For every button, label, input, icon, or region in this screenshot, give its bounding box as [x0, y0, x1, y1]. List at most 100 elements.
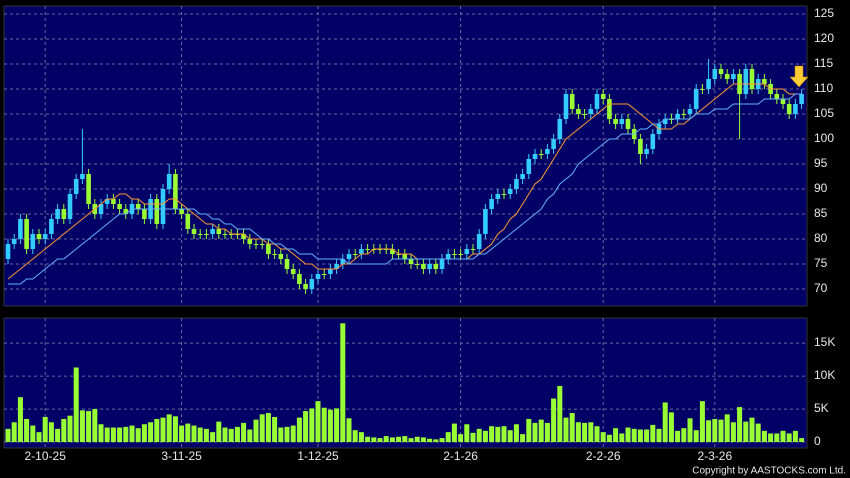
y-tick-label: 95	[814, 156, 828, 170]
moving-average-line	[8, 93, 802, 285]
volume-bar	[799, 438, 805, 443]
candle-body	[470, 249, 476, 250]
volume-bar	[5, 428, 11, 443]
volume-bar	[588, 422, 594, 443]
candle-body	[80, 174, 85, 179]
candle-body	[154, 199, 160, 224]
volume-bar	[185, 423, 191, 443]
volume-bar	[179, 425, 185, 443]
candle-body	[204, 234, 209, 235]
volume-bar	[451, 423, 457, 443]
copyright: Copyright by AASTOCKS.com Ltd.	[692, 466, 846, 477]
candle-body	[179, 209, 184, 214]
candle-body	[582, 114, 587, 115]
volume-bar	[104, 427, 110, 443]
candle-body	[222, 234, 228, 235]
volume-bar	[520, 434, 526, 443]
candle-body	[458, 254, 463, 255]
candle-body	[24, 219, 29, 249]
y-tick-label: 0	[814, 434, 821, 448]
candle-body	[731, 74, 736, 79]
volume-bar	[135, 428, 141, 443]
volume-bar	[445, 432, 451, 443]
candle-body	[700, 89, 705, 90]
candle-body	[210, 229, 215, 234]
volume-bar	[234, 426, 240, 443]
volume-bar	[396, 436, 402, 443]
candle-body	[520, 174, 525, 179]
volume-bar	[693, 430, 699, 443]
candle-body	[67, 194, 73, 219]
y-tick-label: 105	[814, 106, 834, 120]
candle-body	[111, 199, 116, 204]
volume-bar	[482, 430, 488, 443]
y-tick-label: 80	[814, 231, 828, 245]
candle-body	[594, 94, 600, 109]
candle-body	[439, 259, 445, 269]
y-tick-label: 110	[814, 81, 833, 95]
x-tick-label: 2-1-26	[443, 449, 478, 463]
volume-bar	[383, 436, 389, 443]
y-tick-label: 75	[814, 256, 828, 270]
volume-bar	[210, 432, 216, 443]
volume-bar	[296, 417, 302, 443]
volume-bar	[203, 428, 209, 443]
volume-bar	[706, 420, 712, 443]
volume-bar	[427, 438, 433, 443]
volume-bar	[123, 426, 129, 443]
volume-bar	[699, 401, 705, 443]
candle-body	[86, 174, 91, 204]
volume-bar	[340, 323, 346, 443]
candle-body	[340, 259, 346, 264]
candle-body	[551, 139, 556, 149]
volume-bar	[718, 419, 724, 443]
candle-body	[638, 139, 643, 154]
volume-bar	[228, 428, 234, 443]
volume-bar	[569, 413, 575, 443]
candle-body	[774, 94, 780, 99]
candle-body	[98, 204, 104, 214]
volume-bar	[532, 422, 538, 443]
volume-bar	[420, 437, 426, 443]
volume-bar	[780, 430, 786, 443]
volume-bar	[563, 417, 569, 443]
volume-bar	[668, 412, 674, 443]
volume-bar	[557, 385, 563, 443]
candle-body	[303, 284, 308, 289]
volume-bar	[327, 409, 333, 443]
y-tick-label: 120	[814, 31, 834, 45]
candle-body	[476, 234, 482, 249]
candle-body	[30, 234, 36, 249]
volume-bar	[755, 423, 761, 443]
x-tick-label: 2-10-25	[25, 449, 67, 463]
volume-bar	[743, 421, 749, 443]
candle-body	[135, 204, 141, 209]
y-tick-label: 125	[814, 6, 834, 20]
volume-bar	[551, 398, 557, 443]
volume-bar	[761, 430, 767, 443]
volume-bar	[334, 408, 340, 443]
candle-body	[49, 219, 54, 234]
volume-bar	[278, 427, 284, 443]
volume-bar	[414, 436, 420, 443]
volume-bar	[637, 429, 643, 443]
candle-body	[588, 109, 594, 114]
volume-bar	[495, 426, 501, 443]
candle-body	[799, 94, 804, 104]
candle-body	[42, 234, 48, 239]
candle-body	[600, 94, 606, 99]
volume-bar	[61, 418, 67, 443]
candle-body	[452, 254, 457, 255]
candle-body	[706, 79, 711, 89]
volume-bar	[191, 425, 197, 443]
candle-body	[569, 94, 575, 109]
volume-bar	[247, 429, 253, 443]
candle-body	[402, 254, 408, 259]
volume-bar	[377, 438, 383, 443]
volume-bar	[650, 424, 656, 443]
volume-bar	[358, 432, 364, 443]
volume-bar	[55, 428, 61, 443]
candle-body	[185, 214, 191, 229]
volume-bar	[272, 416, 278, 443]
